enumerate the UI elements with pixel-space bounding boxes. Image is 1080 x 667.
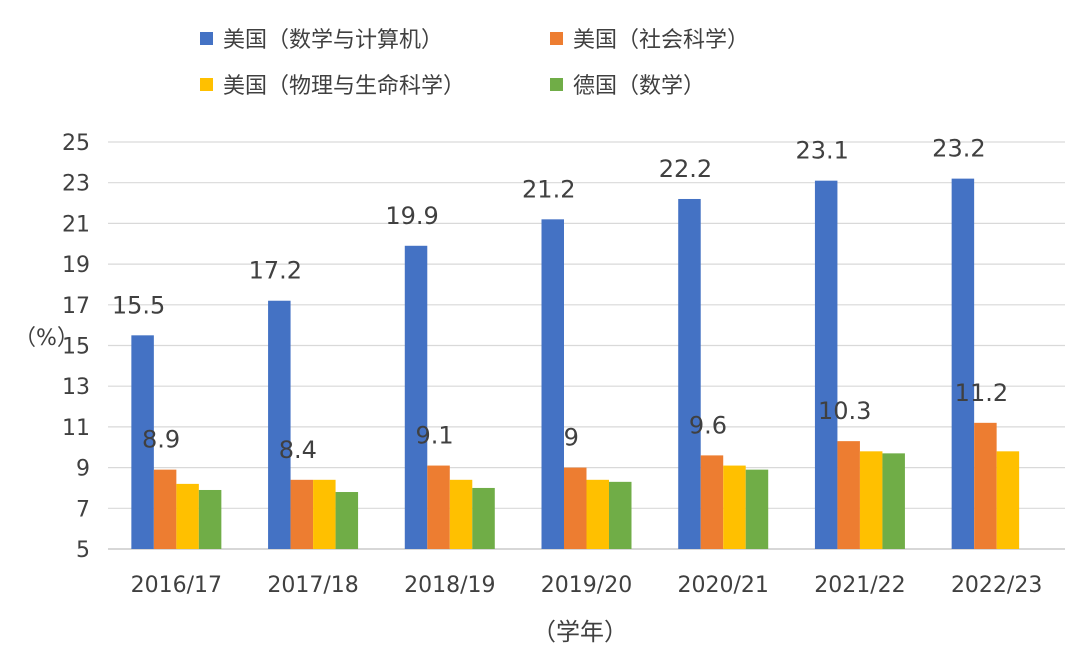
legend-swatch-us-physical-life xyxy=(200,77,213,91)
bar-2-2017-18 xyxy=(290,479,314,549)
bar-1-2019-20 xyxy=(541,219,564,549)
data-label: 9.1 xyxy=(415,422,453,450)
y-tick-label: 5 xyxy=(76,538,90,563)
legend-item-de-math: 德国（数学） xyxy=(550,68,705,100)
bar-1-2022-23 xyxy=(951,178,975,549)
bar-4-2017-18 xyxy=(335,492,359,549)
bar-4-2021-22 xyxy=(882,453,905,549)
legend-label-us-math-cs: 美国（数学与计算机） xyxy=(223,28,444,53)
data-label: 23.1 xyxy=(795,137,848,165)
y-tick-label: 11 xyxy=(62,416,90,441)
data-label: 8.9 xyxy=(142,426,180,454)
x-tick-label: 2016/17 xyxy=(131,573,222,598)
x-tick-label: 2022/23 xyxy=(951,573,1042,598)
data-label: 19.9 xyxy=(385,202,438,230)
bar-2-2016-17 xyxy=(153,469,177,549)
bar-1-2017-18 xyxy=(268,300,291,549)
data-label: 21.2 xyxy=(522,175,575,203)
bar-4-2019-20 xyxy=(609,481,632,549)
bar-3-2019-20 xyxy=(586,479,609,549)
data-label: 8.4 xyxy=(279,436,317,464)
y-tick-label: 25 xyxy=(62,131,90,156)
bar-4-2016-17 xyxy=(198,489,222,549)
legend-item-us-social-science: 美国（社会科学） xyxy=(550,22,749,54)
x-tick-label: 2020/21 xyxy=(678,573,769,598)
y-tick-labels: 5 7 9 11 13 15 17 19 21 23 25 xyxy=(62,131,90,563)
legend-label-de-math: 德国（数学） xyxy=(573,74,706,99)
y-tick-label: 15 xyxy=(62,335,90,360)
y-tick-label: 23 xyxy=(62,172,90,197)
y-tick-label: 19 xyxy=(62,253,90,278)
x-tick-labels: 2016/17 2017/18 2018/19 2019/20 2020/21 2021/… xyxy=(131,573,1043,598)
bar-2-2021-22 xyxy=(837,441,860,549)
bar-4-2018-19 xyxy=(472,487,495,549)
bar-4-2020-21 xyxy=(745,469,769,549)
legend-item-us-physical-life: 美国（物理与生命科学） xyxy=(200,68,465,100)
legend-swatch-us-social-science xyxy=(550,31,563,45)
legend-swatch-us-math-cs xyxy=(200,31,213,45)
bar-1-2021-22 xyxy=(814,180,838,550)
data-label: 17.2 xyxy=(249,257,302,285)
y-tick-label: 13 xyxy=(62,375,90,400)
bar-3-2022-23 xyxy=(996,451,1020,549)
bars xyxy=(131,178,1020,550)
x-tick-label: 2019/20 xyxy=(541,573,632,598)
data-label: 22.2 xyxy=(659,155,712,183)
legend-swatch-de-math xyxy=(550,77,563,91)
bar-3-2020-21 xyxy=(723,465,746,549)
bar-2-2019-20 xyxy=(564,467,587,549)
bar-3-2021-22 xyxy=(859,451,883,549)
x-axis-label: （学年） xyxy=(532,618,628,646)
bar-1-2020-21 xyxy=(678,198,701,550)
x-tick-label: 2017/18 xyxy=(267,573,358,598)
data-label: 9 xyxy=(564,424,579,452)
x-tick-label: 2021/22 xyxy=(814,573,905,598)
y-tick-label: 21 xyxy=(62,212,90,237)
y-tick-label: 7 xyxy=(76,497,90,522)
bar-2-2020-21 xyxy=(700,455,724,549)
data-label: 11.2 xyxy=(955,379,1008,407)
y-tick-label: 9 xyxy=(76,457,90,482)
bar-3-2018-19 xyxy=(449,479,473,549)
bar-3-2017-18 xyxy=(313,479,336,549)
bar-1-2016-17 xyxy=(131,335,154,549)
data-label: 10.3 xyxy=(818,397,871,425)
y-tick-label: 17 xyxy=(62,294,90,319)
data-label: 15.5 xyxy=(112,291,165,319)
legend-item-us-math-cs: 美国（数学与计算机） xyxy=(200,22,443,54)
bar-1-2018-19 xyxy=(404,245,428,549)
data-label: 23.2 xyxy=(932,135,985,163)
legend-label-us-physical-life: 美国（物理与生命科学） xyxy=(223,74,466,99)
bar-2-2022-23 xyxy=(974,422,997,549)
bar-3-2016-17 xyxy=(176,483,199,549)
bar-2-2018-19 xyxy=(427,465,450,549)
data-labels: 15.5 8.9 17.2 8.4 19.9 9.1 21.2 9 22.2 9.6 23.1 10.… xyxy=(112,135,1008,464)
legend-label-us-social-science: 美国（社会科学） xyxy=(573,28,750,53)
data-label: 9.6 xyxy=(689,411,727,439)
x-tick-label: 2018/19 xyxy=(404,573,495,598)
